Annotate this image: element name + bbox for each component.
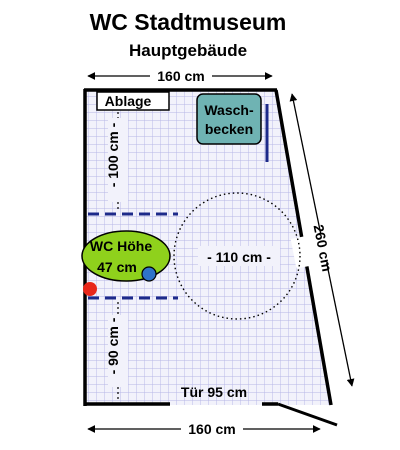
turning-circle-label: - 110 cm - bbox=[207, 249, 271, 265]
upper-height-label-bg bbox=[108, 118, 128, 202]
sink-label-line2: becken bbox=[205, 121, 253, 137]
side-diagonal-label-bg bbox=[290, 227, 356, 269]
page-subtitle: Hauptgebäude bbox=[129, 41, 247, 60]
wc-label-line1: WC Höhe bbox=[90, 238, 152, 254]
bottom-width-label-bg bbox=[181, 419, 243, 437]
upper-height-label: - 100 cm - bbox=[105, 122, 121, 187]
turning-circle-label-bg bbox=[198, 246, 280, 266]
door-label: Tür 95 cm bbox=[181, 384, 247, 400]
sink bbox=[196, 93, 262, 145]
lower-height-label-bg bbox=[108, 315, 128, 387]
shelf bbox=[96, 91, 170, 111]
turning-circle bbox=[173, 192, 301, 320]
door-leaf bbox=[277, 402, 338, 427]
top-width-label-bg bbox=[150, 66, 212, 84]
bottom-width-label: 160 cm bbox=[188, 421, 235, 437]
wc-label-line2: 47 cm bbox=[97, 259, 137, 275]
page-title: WC Stadtmuseum bbox=[90, 9, 287, 35]
sink-label-line1: Wasch- bbox=[204, 102, 254, 118]
flush-button bbox=[141, 266, 157, 282]
top-width-label: 160 cm bbox=[157, 68, 204, 84]
alarm-button bbox=[83, 282, 97, 296]
lower-height-label: - 90 cm - bbox=[105, 317, 121, 374]
shelf-label: Ablage bbox=[105, 93, 152, 109]
